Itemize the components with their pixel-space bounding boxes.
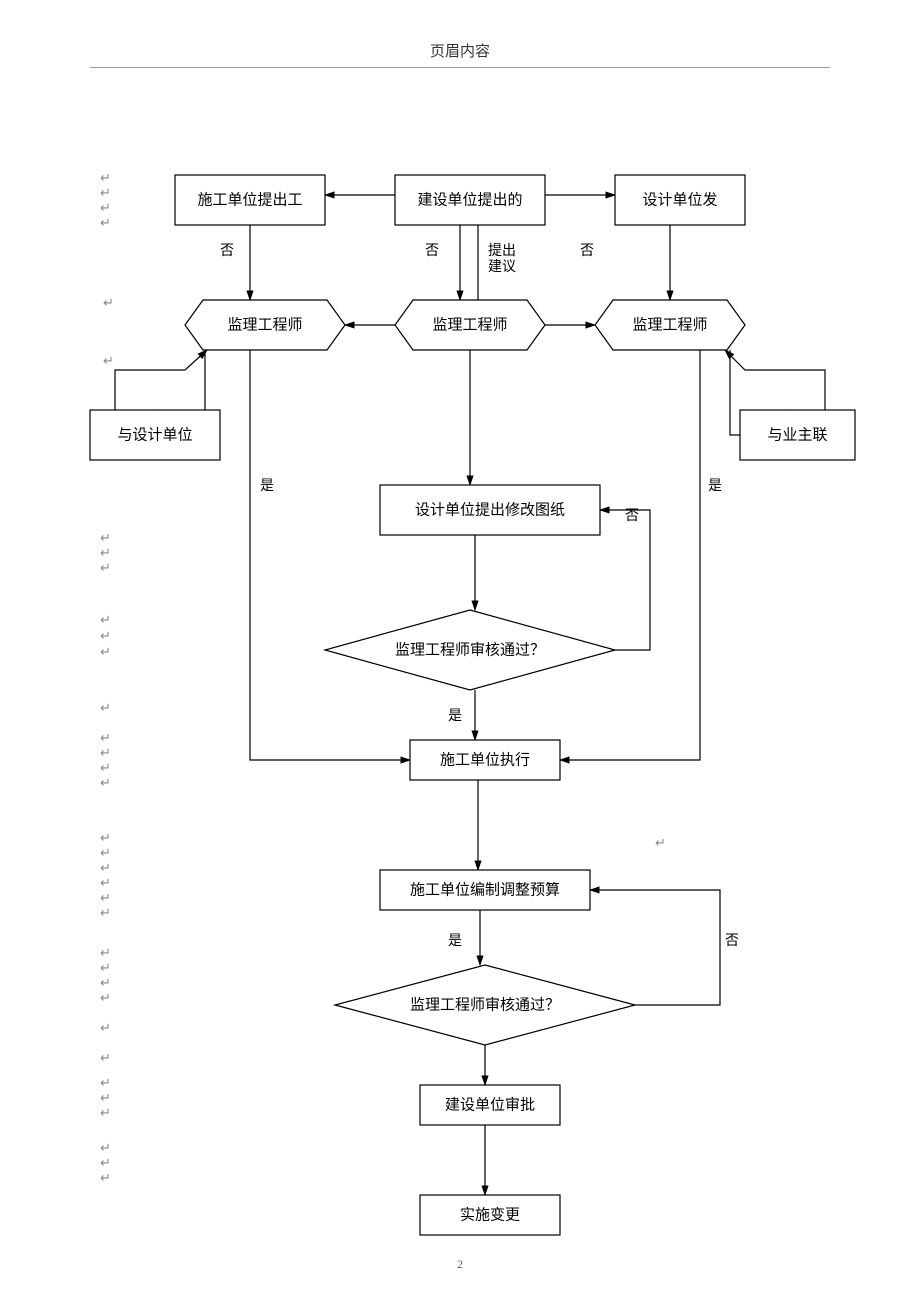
edge-label: 是 [260, 479, 274, 494]
paragraph-mark: ↵ [100, 612, 111, 628]
paragraph-mark: ↵ [100, 975, 111, 991]
paragraph-mark: ↵ [100, 960, 111, 976]
paragraph-mark: ↵ [103, 295, 114, 311]
node-label: 与业主联 [767, 426, 827, 443]
paragraph-mark: ↵ [100, 185, 111, 201]
flowchart-canvas: 施工单位提出工 建设单位提出的 设计单位发监理工程师 监理工程师 监理工程师与设计单位 与… [0, 0, 920, 1302]
paragraph-mark: ↵ [100, 628, 111, 644]
node-label: 施工单位编制调整预算 [410, 880, 560, 898]
paragraph-mark: ↵ [100, 545, 111, 561]
node-label: 设计单位提出修改图纸 [415, 501, 565, 518]
node-label: 与设计单位 [117, 426, 192, 443]
node-label: 实施变更 [460, 1206, 520, 1223]
paragraph-mark: ↵ [100, 1155, 111, 1171]
node-label: 设计单位发 [642, 191, 717, 208]
node-label: 监理工程师审核通过？ [410, 996, 560, 1013]
node-label: 监理工程师 [632, 316, 707, 333]
paragraph-mark: ↵ [100, 530, 111, 546]
node-label: 建设单位审批 [445, 1096, 535, 1113]
flowchart-edge [600, 510, 650, 650]
paragraph-mark: ↵ [100, 1170, 111, 1186]
edge-label: 否 [725, 934, 739, 949]
paragraph-mark: ↵ [100, 1090, 111, 1106]
paragraph-mark: ↵ [100, 945, 111, 961]
flowchart-edge [590, 890, 720, 1005]
edge-label: 否 [425, 244, 439, 259]
paragraph-mark: ↵ [100, 905, 111, 921]
paragraph-mark: ↵ [100, 170, 111, 186]
paragraph-mark: ↵ [100, 745, 111, 761]
edge-label: 否 [220, 244, 234, 259]
paragraph-mark: ↵ [100, 845, 111, 861]
paragraph-mark: ↵ [100, 730, 111, 746]
paragraph-mark: ↵ [103, 353, 114, 369]
paragraph-mark: ↵ [100, 1050, 111, 1066]
edge-label: 建议 [488, 259, 516, 275]
edge-label: 是 [708, 479, 722, 494]
node-label: 监理工程师 [227, 316, 302, 333]
flowchart-edge [115, 350, 207, 410]
flowchart-edge [725, 350, 825, 410]
paragraph-mark: ↵ [100, 644, 111, 660]
edge-label: 是 [448, 709, 462, 724]
paragraph-mark: ↵ [100, 1140, 111, 1156]
paragraph-mark: ↵ [655, 835, 666, 851]
flowchart-edge [560, 350, 700, 760]
node-label: 施工单位执行 [440, 751, 530, 768]
edge-label: 否 [580, 244, 594, 259]
node-label: 建设单位提出的 [417, 191, 522, 208]
paragraph-mark: ↵ [100, 830, 111, 846]
paragraph-mark: ↵ [100, 1075, 111, 1091]
paragraph-mark: ↵ [100, 760, 111, 776]
paragraph-mark: ↵ [100, 700, 111, 716]
edge-label: 是 [448, 934, 462, 949]
node-label: 监理工程师 [432, 316, 507, 333]
paragraph-mark: ↵ [100, 200, 111, 216]
flowchart-edge [250, 350, 410, 760]
paragraph-mark: ↵ [100, 875, 111, 891]
paragraph-mark: ↵ [100, 560, 111, 576]
node-label: 监理工程师审核通过？ [395, 641, 545, 658]
paragraph-mark: ↵ [100, 890, 111, 906]
paragraph-mark: ↵ [100, 215, 111, 231]
paragraph-mark: ↵ [100, 860, 111, 876]
paragraph-mark: ↵ [100, 1020, 111, 1036]
paragraph-mark: ↵ [100, 775, 111, 791]
page-number: 2 [457, 1257, 463, 1272]
edge-label: 否 [625, 509, 639, 524]
edge-label: 提出 [488, 243, 516, 259]
paragraph-mark: ↵ [100, 990, 111, 1006]
paragraph-mark: ↵ [100, 1105, 111, 1121]
node-label: 施工单位提出工 [197, 191, 302, 208]
